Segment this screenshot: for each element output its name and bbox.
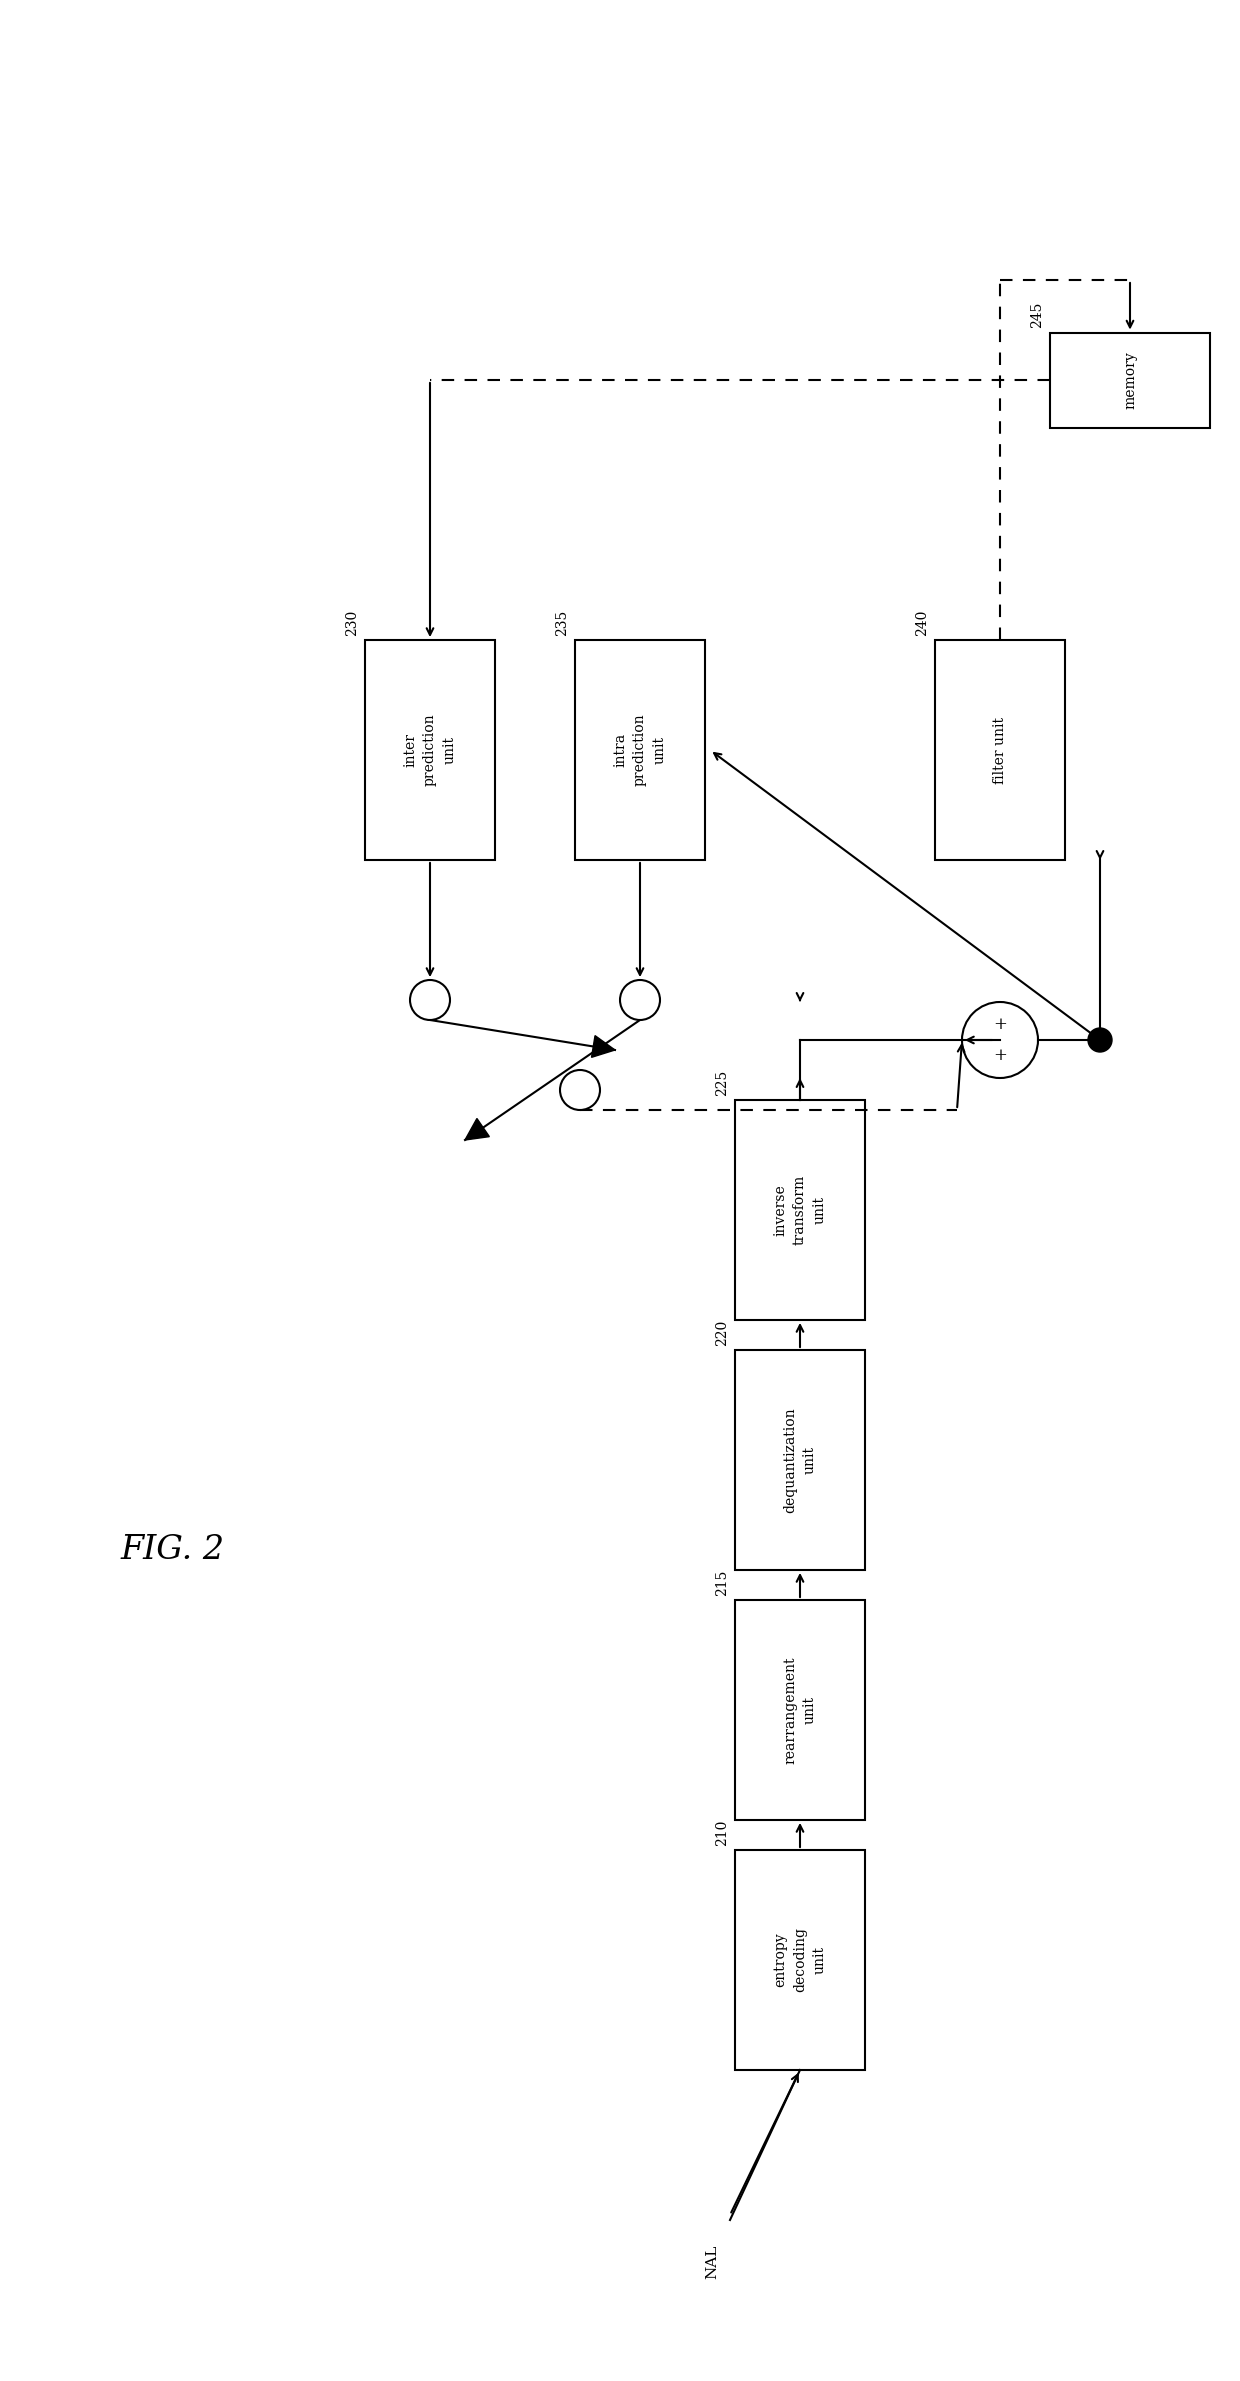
- Text: 220: 220: [715, 1319, 729, 1345]
- Text: inverse
transform
unit: inverse transform unit: [774, 1174, 827, 1245]
- Circle shape: [1087, 1029, 1112, 1052]
- Bar: [935, 640, 1065, 860]
- Text: inter
prediction
unit: inter prediction unit: [403, 714, 456, 786]
- Text: filter unit: filter unit: [993, 717, 1007, 783]
- Text: 245: 245: [1030, 302, 1044, 329]
- Circle shape: [620, 981, 660, 1019]
- Text: 235: 235: [556, 610, 569, 636]
- Text: +: +: [993, 1048, 1007, 1064]
- Bar: [365, 640, 495, 860]
- Circle shape: [962, 1002, 1038, 1079]
- Text: 210: 210: [715, 1819, 729, 1845]
- Bar: [735, 1350, 866, 1569]
- Circle shape: [410, 981, 450, 1019]
- Bar: [735, 1100, 866, 1319]
- Text: rearrangement
unit: rearrangement unit: [784, 1657, 817, 1764]
- Polygon shape: [465, 1119, 490, 1140]
- Circle shape: [560, 1069, 600, 1110]
- Text: entropy
decoding
unit: entropy decoding unit: [774, 1929, 827, 1993]
- Text: dequantization
unit: dequantization unit: [784, 1407, 817, 1512]
- Text: 215: 215: [715, 1569, 729, 1595]
- Text: 240: 240: [915, 610, 929, 636]
- Text: NAL: NAL: [706, 2245, 719, 2279]
- Text: FIG. 2: FIG. 2: [120, 1533, 224, 1567]
- Text: 230: 230: [345, 610, 360, 636]
- Bar: [575, 640, 706, 860]
- Polygon shape: [591, 1036, 615, 1057]
- Text: 225: 225: [715, 1069, 729, 1095]
- Text: +: +: [993, 1017, 1007, 1033]
- Bar: [735, 1850, 866, 2069]
- Text: intra
prediction
unit: intra prediction unit: [614, 714, 667, 786]
- Bar: [735, 1600, 866, 1819]
- Bar: [1050, 333, 1210, 429]
- Text: memory: memory: [1123, 350, 1137, 410]
